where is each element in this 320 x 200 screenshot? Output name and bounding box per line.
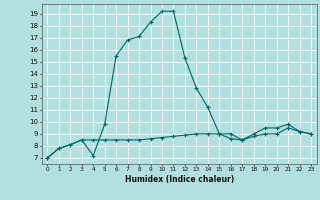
X-axis label: Humidex (Indice chaleur): Humidex (Indice chaleur) [124,175,234,184]
